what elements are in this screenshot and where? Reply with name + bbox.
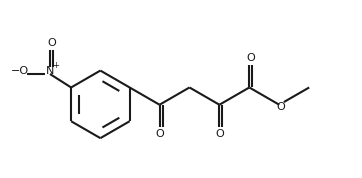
- Text: −O: −O: [11, 66, 29, 76]
- Text: O: O: [215, 129, 224, 139]
- Text: O: O: [47, 38, 56, 48]
- Text: O: O: [155, 129, 164, 139]
- Text: O: O: [247, 53, 255, 63]
- Text: O: O: [277, 102, 285, 112]
- Text: N: N: [46, 66, 54, 76]
- Text: +: +: [52, 61, 59, 70]
